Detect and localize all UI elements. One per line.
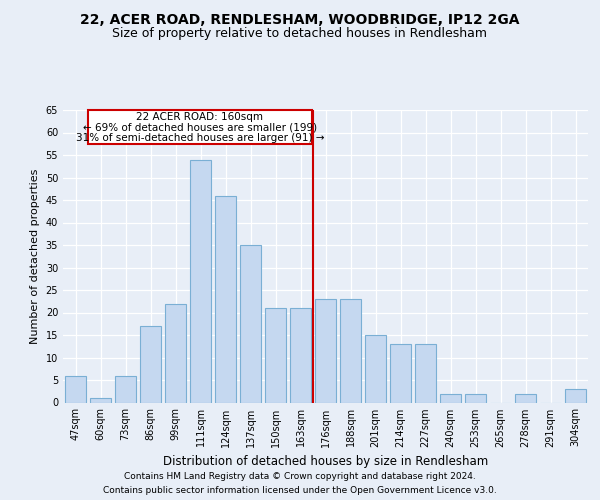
Bar: [415, 344, 436, 403]
X-axis label: Distribution of detached houses by size in Rendlesham: Distribution of detached houses by size …: [163, 455, 488, 468]
Text: Contains public sector information licensed under the Open Government Licence v3: Contains public sector information licen…: [103, 486, 497, 495]
Bar: [365, 335, 386, 402]
Bar: [390, 344, 411, 403]
Bar: [265, 308, 286, 402]
Bar: [515, 394, 536, 402]
Bar: [88, 110, 312, 144]
Text: 31% of semi-detached houses are larger (91) →: 31% of semi-detached houses are larger (…: [76, 133, 324, 143]
Bar: [140, 326, 161, 402]
Y-axis label: Number of detached properties: Number of detached properties: [30, 168, 40, 344]
Bar: [65, 376, 86, 402]
Text: 22, ACER ROAD, RENDLESHAM, WOODBRIDGE, IP12 2GA: 22, ACER ROAD, RENDLESHAM, WOODBRIDGE, I…: [80, 12, 520, 26]
Text: Size of property relative to detached houses in Rendlesham: Size of property relative to detached ho…: [113, 28, 487, 40]
Bar: [115, 376, 136, 402]
Bar: [190, 160, 211, 402]
Text: 22 ACER ROAD: 160sqm: 22 ACER ROAD: 160sqm: [136, 112, 263, 122]
Text: ← 69% of detached houses are smaller (199): ← 69% of detached houses are smaller (19…: [83, 123, 317, 133]
Bar: [90, 398, 111, 402]
Text: Contains HM Land Registry data © Crown copyright and database right 2024.: Contains HM Land Registry data © Crown c…: [124, 472, 476, 481]
Bar: [565, 389, 586, 402]
Bar: [215, 196, 236, 402]
Bar: [315, 299, 336, 403]
Bar: [340, 299, 361, 403]
Bar: [165, 304, 186, 402]
Bar: [240, 245, 261, 402]
Bar: [290, 308, 311, 402]
Bar: [440, 394, 461, 402]
Bar: [465, 394, 486, 402]
